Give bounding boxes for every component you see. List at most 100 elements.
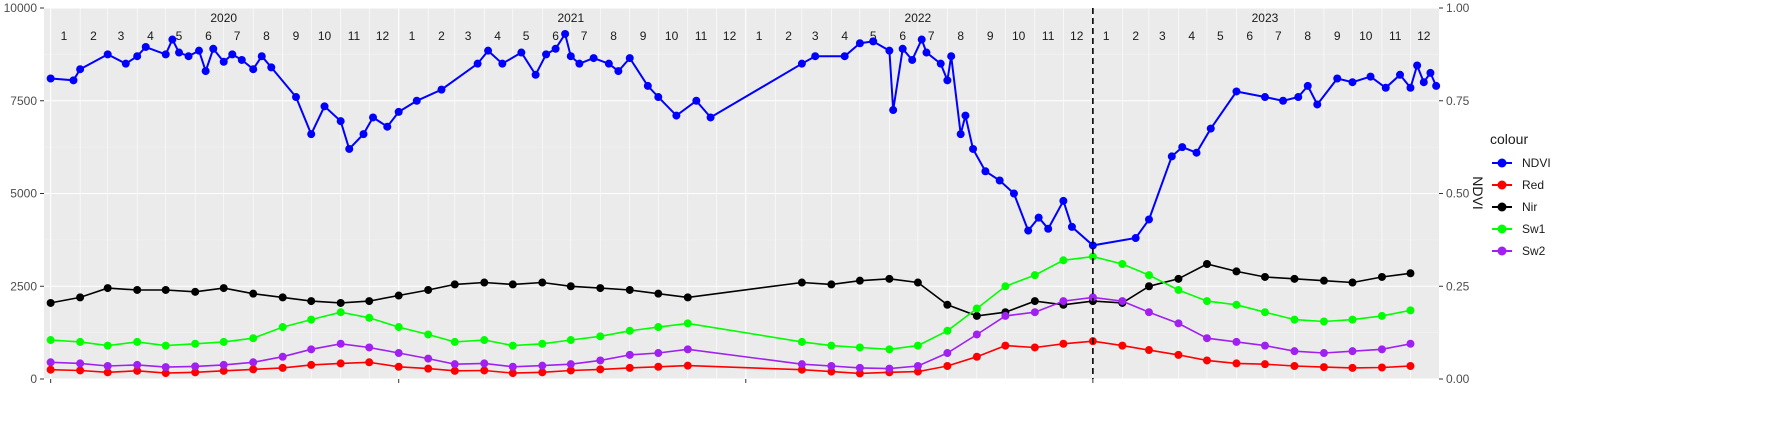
data-point-ndvi	[69, 76, 78, 85]
data-point-red	[1290, 362, 1299, 371]
month-label: 3	[465, 29, 472, 43]
data-point-ndvi	[692, 96, 701, 105]
data-point-sw2	[1059, 297, 1068, 306]
data-point-ndvi	[947, 52, 956, 61]
data-point-ndvi	[257, 52, 266, 61]
data-point-red	[566, 366, 575, 375]
y-axis-left: 0 2500 5000 7500 10000	[4, 1, 1094, 386]
month-label: 5	[523, 29, 530, 43]
data-point-sw1	[1319, 317, 1328, 326]
data-point-red	[1406, 362, 1415, 371]
data-point-sw2	[1348, 347, 1357, 356]
data-point-sw1	[1001, 282, 1010, 291]
data-point-ndvi	[473, 59, 482, 68]
data-point-red	[1059, 339, 1068, 348]
data-point-sw2	[1001, 311, 1010, 320]
grid-lines	[44, 7, 1439, 380]
month-label: 9	[1334, 29, 1341, 43]
data-point-sw2	[538, 361, 547, 370]
data-point-sw1	[1406, 306, 1415, 315]
data-point-ndvi	[922, 48, 931, 57]
data-point-sw1	[1377, 311, 1386, 320]
year-label-2022: 2022	[905, 11, 932, 25]
data-point-red	[943, 362, 952, 371]
data-point-ndvi	[1432, 81, 1441, 90]
data-point-ndvi	[1313, 100, 1322, 109]
data-point-ndvi	[908, 55, 917, 64]
data-point-sw1	[278, 323, 287, 332]
data-point-red	[797, 365, 806, 374]
y-axis-right: 0.00 0.25 0.50 0.75 1.00	[1439, 1, 1470, 386]
data-point-sw1	[1059, 256, 1068, 265]
data-point-red	[625, 363, 634, 372]
data-point-ndvi	[1009, 189, 1018, 198]
month-label: 2	[90, 29, 97, 43]
month-label: 9	[640, 29, 647, 43]
data-point-red	[1232, 359, 1241, 368]
month-label: 11	[1042, 29, 1055, 43]
data-point-ndvi	[840, 52, 849, 61]
data-point-ndvi	[542, 50, 551, 59]
data-point-ndvi	[517, 48, 526, 57]
y2-tick-label: 1.00	[1446, 1, 1470, 15]
month-label: 6	[1246, 29, 1253, 43]
month-label: 10	[665, 29, 679, 43]
data-point-nir	[683, 293, 692, 302]
data-point-nir	[538, 278, 547, 287]
data-point-sw2	[191, 362, 200, 371]
data-point-ndvi	[1294, 93, 1303, 102]
data-point-ndvi	[195, 46, 203, 55]
data-point-ndvi	[133, 52, 142, 61]
data-point-sw1	[596, 332, 605, 341]
data-point-sw2	[450, 360, 459, 369]
month-label: 4	[841, 29, 848, 43]
data-point-ndvi	[1178, 143, 1187, 152]
data-point-red	[538, 368, 547, 377]
data-point-sw2	[133, 360, 142, 369]
series-sw1	[46, 252, 1415, 354]
data-point-sw2	[827, 362, 836, 371]
series-sw2	[46, 293, 1415, 373]
legend: colour NDVI Red Nir Sw1 Sw2	[1490, 131, 1551, 258]
data-point-sw2	[1377, 345, 1386, 354]
data-point-ndvi	[917, 35, 926, 44]
data-point-ndvi	[1366, 72, 1375, 81]
legend-key-point	[1497, 246, 1507, 256]
month-label: 3	[1159, 29, 1166, 43]
data-point-ndvi	[1067, 222, 1076, 231]
data-point-sw1	[307, 315, 316, 324]
data-point-ndvi	[76, 65, 85, 74]
data-point-sw2	[307, 345, 316, 354]
data-point-sw2	[797, 360, 806, 369]
data-point-red	[1348, 363, 1357, 372]
data-point-red	[1319, 363, 1328, 372]
month-labels: 1 2 3 4 5 6 7 8 9 10 11 12 1 2 3 4 5 6 7 8 9 10 11 12 1 2 3 4 5 6 7 8 9 1…	[61, 29, 1431, 43]
data-point-ndvi	[1381, 83, 1390, 92]
data-point-sw1	[249, 334, 258, 343]
data-point-ndvi	[1426, 68, 1435, 77]
data-point-red	[654, 362, 663, 371]
data-point-ndvi	[1044, 224, 1053, 233]
data-point-ndvi	[1059, 196, 1068, 205]
data-point-ndvi	[175, 48, 184, 57]
data-point-sw1	[1174, 285, 1183, 294]
data-point-sw2	[1030, 308, 1039, 317]
data-point-ndvi	[1413, 61, 1422, 70]
data-point-nir	[1260, 272, 1269, 281]
data-point-sw1	[133, 337, 142, 346]
data-point-ndvi	[307, 130, 316, 139]
data-point-ndvi	[575, 59, 584, 68]
data-point-red	[683, 361, 692, 370]
data-point-red	[278, 363, 287, 372]
data-point-nir	[654, 289, 663, 298]
data-point-red	[249, 365, 258, 374]
data-point-sw2	[1144, 308, 1153, 317]
month-label: 5	[176, 29, 183, 43]
data-point-red	[46, 365, 55, 374]
data-point-ndvi	[943, 76, 952, 85]
data-point-ndvi	[369, 113, 378, 122]
month-label: 10	[1012, 29, 1026, 43]
data-point-sw1	[450, 337, 459, 346]
data-point-red	[424, 364, 433, 373]
data-point-sw2	[943, 349, 952, 358]
